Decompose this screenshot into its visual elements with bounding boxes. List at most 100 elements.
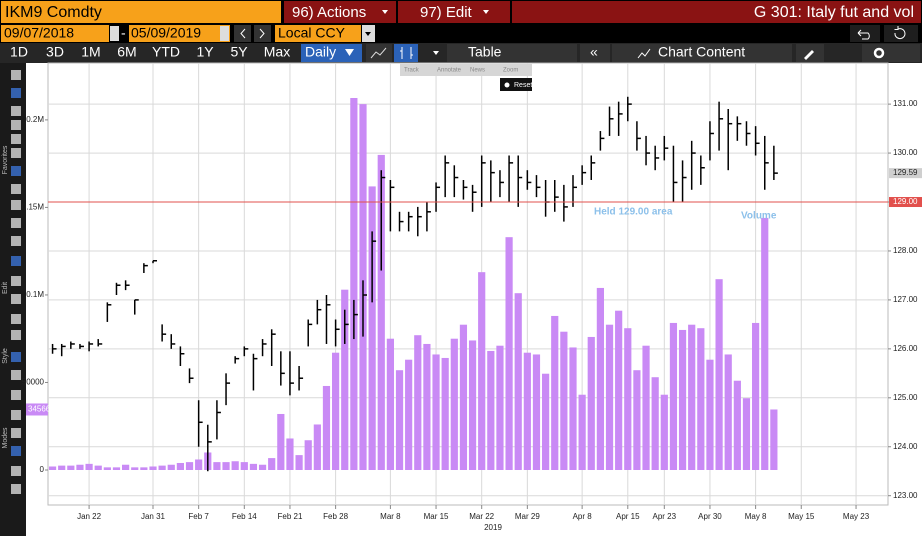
dropdown-arrow [483,10,489,14]
edit-icon [804,50,814,60]
currency-field[interactable] [275,25,361,42]
sidebar-tool[interactable] [11,370,21,380]
volume-bar [642,345,650,470]
series-annotation: Volume [741,211,777,222]
volume-bar [669,322,678,470]
volume-bar [761,217,769,470]
sidebar-tool[interactable] [11,428,21,438]
next-button[interactable] [254,25,271,42]
volume-bar [350,98,358,470]
sidebar-tool[interactable] [11,106,21,116]
x-tick-label: May 8 [745,512,767,521]
chart-tool-label[interactable]: Track [404,68,420,74]
sidebar-tool[interactable] [11,390,21,400]
volume-bar [103,467,111,470]
edit-label: 97) Edit [420,4,473,21]
actions-menu[interactable] [284,1,396,23]
volume-bar [140,467,148,470]
volume-bar [112,467,121,470]
sidebar-tool[interactable] [11,256,21,266]
volume-bar [542,373,550,470]
collapse-button[interactable] [580,44,610,62]
sidebar-tool[interactable] [11,276,21,286]
last-price-tag [889,168,922,179]
period-button[interactable] [110,44,144,62]
volume-bar [395,370,404,470]
volume-bar [195,459,203,470]
sidebar-tool[interactable] [11,330,21,340]
x-tick-label: Apr 30 [698,512,722,521]
chart-tool-label[interactable]: Zoom [503,68,518,74]
volume-bar [277,413,285,470]
reference-tag [889,197,922,208]
period-button[interactable] [2,44,36,62]
volume-bar [185,462,194,470]
volume-bar [414,335,422,470]
prev-button[interactable] [234,25,251,42]
period-button[interactable] [260,44,294,62]
sidebar-tool[interactable] [11,314,21,324]
reference-label: 129.00 [893,197,918,206]
sidebar-tool[interactable] [11,148,21,158]
sidebar-tool[interactable] [11,466,21,476]
volume-bar [487,350,495,470]
refresh-button[interactable] [884,25,918,42]
currency: Local CCY [278,25,346,41]
volume-bar [770,409,778,470]
volume-bar [505,237,513,470]
ticker-box[interactable] [1,1,281,23]
period-buttons: 1D 3D 1M 6M YTD 1Y 5Y Max [2,44,294,62]
sidebar-tool[interactable] [11,200,21,210]
settings-button[interactable] [862,44,920,62]
chart-tool-label[interactable]: News [470,68,485,74]
volume-bar [322,385,331,470]
last-volume-label: 34566 [28,405,51,414]
volume-bar [368,186,376,470]
sidebar-tool[interactable] [11,88,21,98]
volume-bar [432,354,440,470]
end-date-field[interactable] [129,25,230,42]
bar-chart-button[interactable] [394,44,418,62]
bar-icon [400,47,413,59]
sidebar-tool[interactable] [11,166,21,176]
volume-bar [222,462,230,470]
volume-bar [405,359,413,470]
sidebar-tool[interactable] [11,352,21,362]
chart-tool-label[interactable]: Annotate [437,68,462,74]
last-price-label: 129.59 [893,168,918,177]
period-button[interactable] [38,44,72,62]
period-button[interactable] [222,44,256,62]
volume-bar [131,467,139,470]
dropdown-arrow[interactable] [433,51,439,55]
volume-bar [423,343,431,470]
volume-bar [688,324,696,470]
sidebar-section: Style [2,348,9,364]
sidebar-tool[interactable] [11,236,21,246]
volume-bar [67,465,75,470]
period-button[interactable] [74,44,108,62]
x-tick-label: May 23 [843,512,870,521]
sidebar-tool[interactable] [11,70,21,80]
sidebar-tool[interactable] [11,446,21,456]
frequency-button[interactable] [301,44,362,62]
sidebar-tool[interactable] [11,294,21,304]
line-chart-button[interactable] [366,44,392,62]
calendar-icon[interactable] [220,26,229,41]
edit-menu[interactable] [398,1,510,23]
volume-bar [158,465,166,470]
calendar-icon[interactable] [110,26,119,41]
period-button[interactable] [149,44,183,62]
period-button[interactable] [188,44,222,62]
reset-button[interactable] [500,78,532,91]
start-date-field[interactable] [1,25,109,42]
chart-content-button[interactable] [612,44,792,62]
sidebar-tool[interactable] [11,120,21,130]
sidebar-tool[interactable] [11,184,21,194]
sidebar-tool[interactable] [11,218,21,228]
chart-content-icon [637,48,651,59]
table-button[interactable] [447,44,577,62]
y2-tick-label: 124.00 [893,442,918,451]
sidebar-tool[interactable] [11,134,21,144]
sidebar-tool[interactable] [11,410,21,420]
sidebar-tool[interactable] [11,484,21,494]
